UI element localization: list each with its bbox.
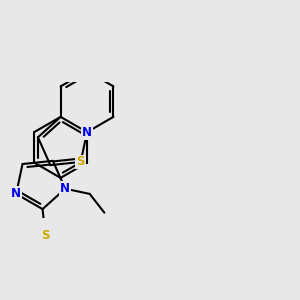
Text: S: S — [76, 155, 85, 169]
Text: N: N — [82, 126, 92, 139]
Text: N: N — [60, 182, 70, 195]
Text: S: S — [41, 229, 50, 242]
Text: N: N — [11, 188, 21, 200]
